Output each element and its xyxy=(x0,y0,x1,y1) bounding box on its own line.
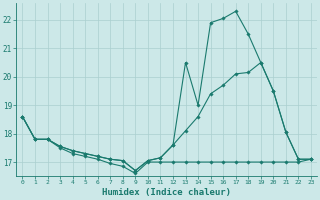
X-axis label: Humidex (Indice chaleur): Humidex (Indice chaleur) xyxy=(102,188,231,197)
